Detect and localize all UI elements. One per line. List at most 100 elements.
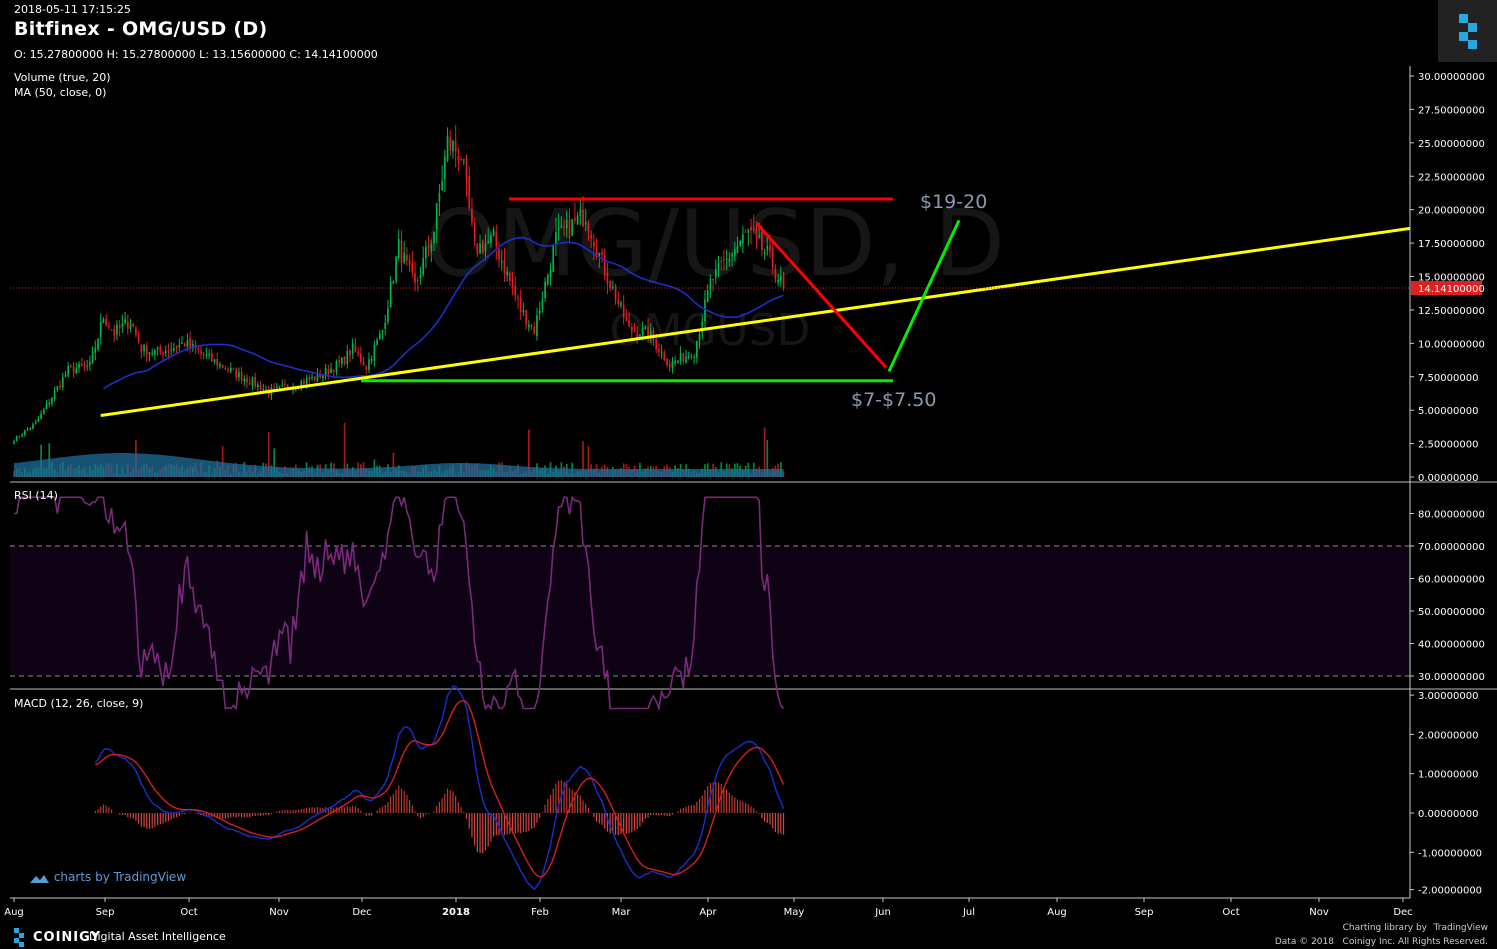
ma-50-line	[102, 236, 784, 390]
candle-body	[78, 363, 80, 368]
candle-body	[527, 324, 530, 327]
candle-body	[70, 365, 72, 367]
macd-tick-label: 2.00000000	[1418, 730, 1478, 741]
candle-body	[712, 278, 714, 281]
candle-body	[91, 351, 94, 364]
candle-body	[406, 254, 408, 261]
plot-background	[0, 0, 1497, 923]
price-tick-label: 22.50000000	[1418, 172, 1485, 183]
candle-body	[273, 386, 275, 388]
candle-body	[511, 279, 514, 288]
rsi-tick-label: 80.00000000	[1418, 510, 1485, 521]
footer-bar: COINIGY Digital Asset Intelligence Chart…	[0, 923, 1497, 949]
candle-body	[357, 352, 359, 354]
candle-body	[636, 333, 639, 337]
candle-body	[341, 357, 343, 364]
candle-body	[536, 315, 538, 336]
candle-body	[227, 368, 229, 371]
ohlc-readout: O: 15.27800000 H: 15.27800000 L: 13.1560…	[14, 48, 378, 61]
candle-body	[601, 251, 603, 255]
candle-body	[59, 385, 61, 388]
volume-indicator-label[interactable]: Volume (true, 20)	[14, 71, 111, 84]
tradingview-credit[interactable]: TradingView	[1433, 923, 1488, 933]
candle-body	[159, 346, 162, 352]
candle-body	[666, 359, 668, 366]
price-tick-label: 10.00000000	[1418, 339, 1485, 350]
candle-body	[167, 349, 170, 352]
candle-body	[622, 304, 625, 318]
price-tick-label: 0.00000000	[1418, 473, 1478, 484]
candle-body	[335, 361, 338, 372]
candle-body	[262, 388, 265, 390]
time-tick-label: Feb	[531, 907, 549, 918]
candle-body	[99, 321, 102, 337]
candle-body	[257, 384, 259, 387]
candle-body	[156, 347, 159, 350]
candle-body	[240, 372, 243, 381]
target-annotation: $19-20	[920, 191, 987, 213]
tradingview-mark[interactable]: charts by TradingView	[28, 870, 186, 885]
candle-body	[674, 361, 677, 364]
candle-body	[701, 321, 704, 334]
time-tick-label: Jun	[874, 907, 891, 918]
candle-body	[425, 246, 427, 259]
candle-body	[593, 241, 595, 248]
candle-body	[438, 193, 441, 202]
candle-body	[15, 436, 18, 441]
candle-body	[229, 367, 232, 372]
candle-body	[397, 238, 400, 259]
candle-body	[660, 351, 663, 354]
candle-body	[23, 430, 26, 435]
macd-indicator-label[interactable]: MACD (12, 26, close, 9)	[14, 697, 144, 710]
volume-bar	[267, 432, 270, 477]
candle-body	[677, 360, 679, 363]
candle-body	[183, 343, 186, 347]
candle-body	[173, 347, 175, 351]
candle-body	[213, 359, 216, 363]
ma-indicator-label[interactable]: MA (50, close, 0)	[14, 86, 107, 99]
volume-bar	[766, 440, 769, 477]
candle-body	[771, 248, 774, 269]
candle-body	[552, 244, 555, 272]
candle-body	[555, 232, 557, 244]
candle-body	[316, 373, 319, 382]
candle-body	[376, 339, 378, 346]
candle-body	[495, 232, 498, 247]
candle-body	[235, 368, 238, 378]
candle-body	[668, 363, 671, 368]
ascending-trendline	[100, 226, 1411, 417]
candle-body	[514, 285, 517, 296]
candle-body	[446, 135, 449, 161]
rsi-indicator-label[interactable]: RSI (14)	[14, 489, 58, 502]
charting-library-credit[interactable]: Charting library by	[1342, 923, 1427, 933]
price-tick-label: 17.50000000	[1418, 239, 1485, 250]
candle-body	[503, 259, 506, 274]
candle-body	[381, 329, 384, 332]
candle-body	[311, 376, 313, 379]
candle-body	[633, 331, 636, 333]
candle-body	[29, 428, 32, 430]
candle-body	[695, 341, 698, 358]
candle-body	[576, 215, 579, 225]
candle-body	[525, 310, 527, 325]
candle-body	[690, 354, 693, 359]
candle-body	[107, 326, 110, 328]
watermark: OMG/USD, D OMGUSD	[425, 190, 1005, 356]
candle-body	[533, 326, 536, 334]
candle-body	[647, 326, 649, 338]
candle-body	[118, 325, 121, 328]
candle-body	[259, 385, 262, 390]
candle-body	[731, 254, 733, 257]
candle-body	[769, 245, 771, 252]
rsi-tick-label: 50.00000000	[1418, 607, 1485, 618]
candle-body	[568, 219, 571, 239]
candle-body	[205, 354, 208, 356]
candle-body	[181, 342, 183, 344]
candle-body	[614, 286, 617, 301]
tradingview-cloud-icon	[30, 874, 49, 883]
price-tick-label: 12.50000000	[1418, 306, 1485, 317]
candle-body	[40, 413, 42, 420]
coinigy-logo-icon[interactable]	[1438, 0, 1497, 62]
rsi-tick-label: 60.00000000	[1418, 575, 1485, 586]
candle-body	[42, 409, 45, 415]
